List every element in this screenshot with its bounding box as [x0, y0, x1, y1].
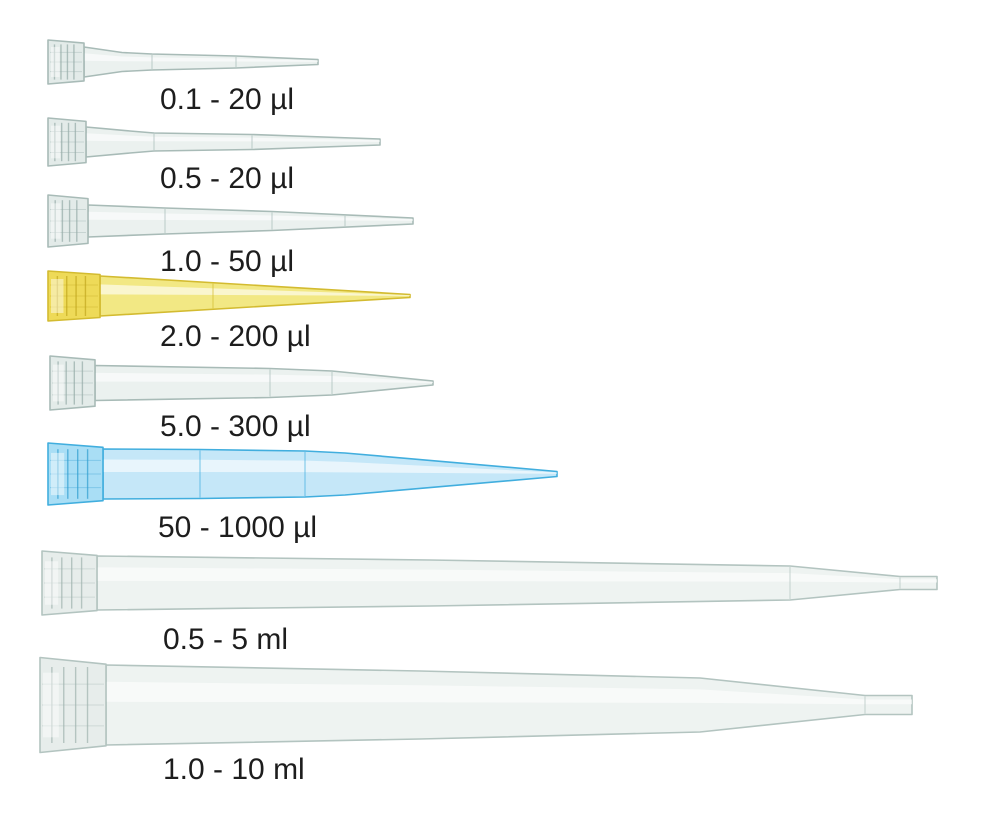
tip-label-5.0-300ul: 5.0 - 300 µl — [160, 410, 311, 443]
tip-body — [94, 364, 434, 402]
tip-body — [85, 126, 381, 158]
tip-label-0.1-20ul: 0.1 - 20 µl — [160, 83, 295, 116]
tip-collar-highlight — [51, 279, 64, 313]
tip-highlight — [84, 53, 318, 62]
tip-body — [96, 555, 938, 611]
tip-collar-highlight — [51, 125, 61, 159]
tip-label-1.0-10ml: 1.0 - 10 ml — [163, 753, 305, 786]
tip-highlight — [88, 211, 413, 221]
tip-body — [83, 46, 319, 78]
tip-highlight — [86, 133, 380, 142]
tip-collar-highlight — [43, 672, 59, 738]
tip-collar — [47, 270, 101, 322]
pipette-tip-2.0-200ul — [47, 270, 411, 322]
pipette-tip-0.5-20ul — [47, 117, 381, 167]
tip-label-1.0-50ul: 1.0 - 50 µl — [160, 245, 295, 278]
tip-collar — [47, 117, 87, 167]
pipette-tip-0.5-5ml — [41, 550, 938, 616]
tip-highlight — [103, 459, 557, 474]
tip-body — [102, 448, 558, 500]
tip-highlight — [106, 681, 912, 705]
tip-body — [105, 664, 913, 746]
tip-highlight — [100, 284, 410, 296]
tip-collar-highlight — [51, 203, 61, 239]
tip-collar-highlight — [51, 452, 65, 496]
tip-body — [99, 275, 411, 317]
tip-label-0.5-5ml: 0.5 - 5 ml — [163, 623, 289, 656]
tip-collar-highlight — [53, 364, 64, 402]
tip-collar — [47, 442, 104, 506]
pipette-tip-1.0-10ml — [39, 656, 913, 754]
tip-label-0.5-20ul: 0.5 - 20 µl — [160, 162, 295, 195]
tip-label-50-1000ul: 50 - 1000 µl — [158, 511, 318, 544]
tip-highlight — [95, 372, 433, 383]
tip-collar — [39, 656, 107, 754]
pipette-tip-50-1000ul — [47, 442, 558, 506]
pipette-tip-1.0-50ul — [47, 194, 414, 248]
tip-collar-highlight — [51, 47, 60, 77]
tip-collar — [49, 355, 96, 411]
tip-collar — [41, 550, 98, 616]
tip-collar — [47, 39, 85, 85]
tip-highlight — [97, 567, 937, 583]
tip-body — [87, 204, 414, 238]
pipette-tip-0.1-20ul — [47, 39, 319, 85]
tip-collar — [47, 194, 89, 248]
pipette-tip-5.0-300ul — [49, 355, 434, 411]
tip-collar-highlight — [45, 561, 59, 605]
tip-label-2.0-200ul: 2.0 - 200 µl — [160, 320, 311, 353]
